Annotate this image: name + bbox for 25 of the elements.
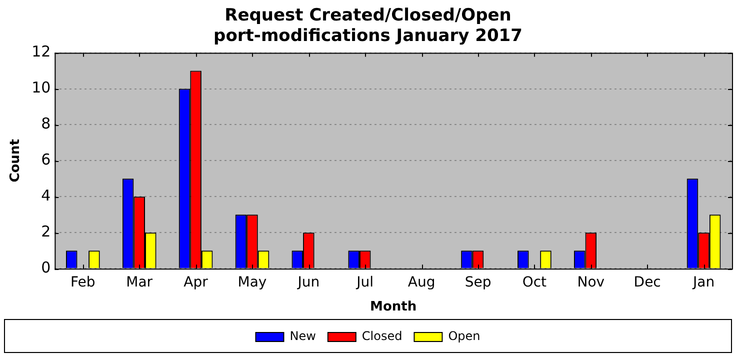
y-tick-label: 6: [41, 150, 51, 169]
y-tick-label: 0: [41, 258, 51, 276]
legend-label: Closed: [362, 329, 402, 344]
x-tick-label: Aug: [408, 274, 436, 291]
x-axis-title: Month: [370, 300, 417, 315]
y-tick-label: 2: [41, 222, 51, 241]
x-tick-label: Dec: [634, 274, 661, 291]
x-tick-label: Apr: [184, 274, 208, 291]
y-tick-label: 8: [41, 114, 51, 133]
legend-label: Open: [448, 329, 480, 344]
y-tick-label: 12: [32, 42, 51, 61]
x-tick-label: Jun: [296, 274, 320, 291]
y-tick-label: 4: [41, 186, 51, 205]
chart-title: Request Created/Closed/Open port-modifications January 2017: [214, 6, 522, 46]
y-tick-label: 10: [32, 78, 51, 97]
y-axis-title: Count: [8, 139, 24, 182]
x-tick-label: Jan: [692, 274, 715, 291]
x-tick-label: Oct: [522, 274, 548, 291]
x-tick-label: Jul: [356, 274, 374, 291]
x-tick-label: Sep: [464, 274, 492, 291]
x-tick-label: Feb: [70, 274, 96, 291]
x-tick-label: Nov: [577, 274, 605, 291]
legend-label: New: [290, 329, 316, 344]
x-tick-label: Mar: [126, 274, 153, 291]
x-tick-label: May: [238, 274, 267, 291]
